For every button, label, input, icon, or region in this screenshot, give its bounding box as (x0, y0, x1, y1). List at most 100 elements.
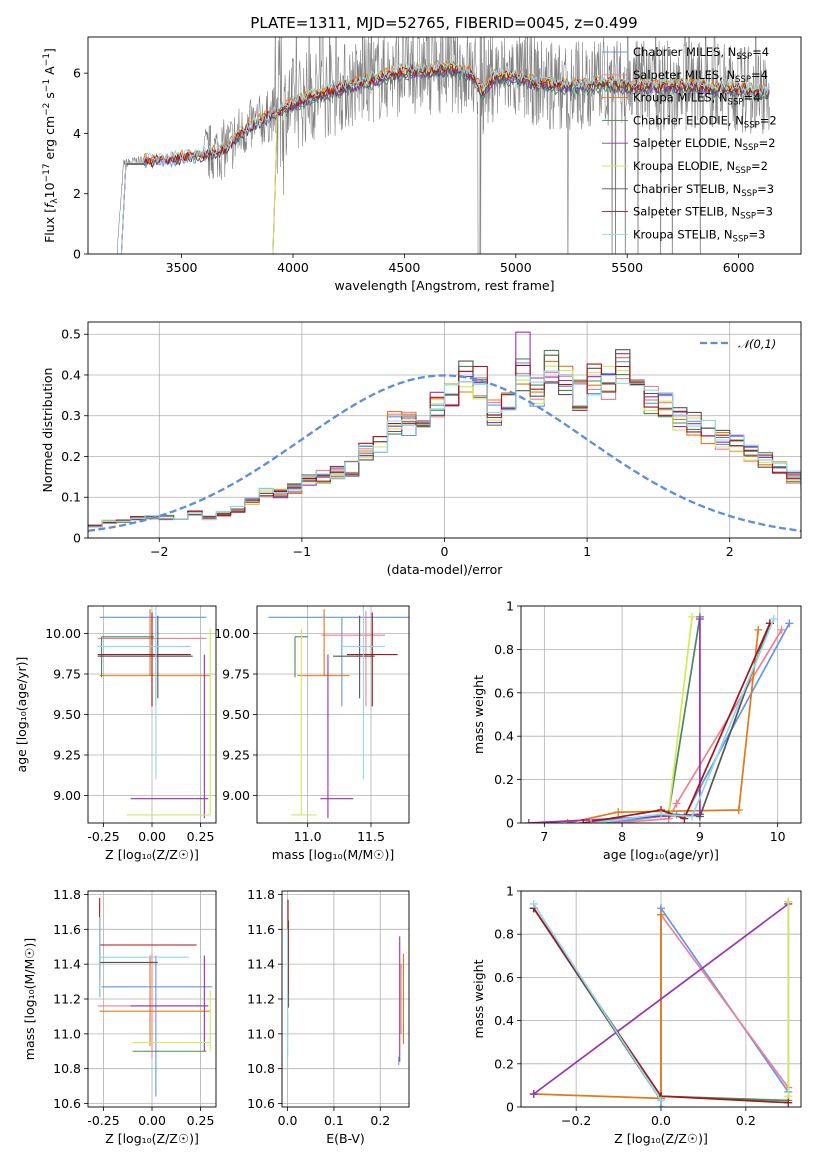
mass-vs-Z-xtick-label: 0.25 (187, 1113, 215, 1128)
mass-weight-vs-Z-marker-kroupa-stelib (529, 899, 538, 908)
mass-weight-vs-age-marker-kroupa-stelib (769, 615, 778, 624)
spectrum-xtick-label: 3500 (166, 260, 198, 275)
residuals-xtick-label: −1 (293, 544, 311, 559)
legend-label-text: Salpeter STELIB, N (633, 205, 740, 219)
mass-weight-vs-age-xtick-label: 8 (618, 829, 626, 844)
spectrum-ylabel: Flux [fλ10−17 erg cm−2 s−1 A−1] (42, 48, 60, 243)
mass-weight-vs-age-marker-salpeter-elodie (695, 615, 704, 624)
legend-label-kroupa-elodie: Kroupa ELODIE, NSSP=2 (633, 159, 768, 176)
mass-weight-vs-age-frame (520, 605, 802, 824)
age-vs-Z-xlabel: Z [log₁₀(Z/Z☉)] (105, 847, 199, 862)
age-vs-Z-ytick-label: 9.00 (53, 788, 81, 803)
legend-label-subscript: SSP (743, 143, 759, 153)
legend-label-chabrier-elodie: Chabrier ELODIE, NSSP=2 (633, 113, 777, 130)
mass-weight-vs-Z-ytick-label: 0.6 (494, 970, 514, 985)
mass-weight-vs-Z-line-chabrier-miles (660, 905, 789, 1107)
mass-weight-vs-age-marker-salpeter-elodie (524, 819, 533, 823)
mass-weight-vs-age-ytick-label: 0.4 (494, 729, 514, 744)
mass-weight-vs-Z-ytick-label: 1 (506, 884, 514, 899)
age-vs-mass-frame (256, 605, 410, 824)
mass-weight-vs-age-xlabel: age [log₁₀(age/yr)] (603, 847, 719, 862)
mass-weight-vs-Z-xtick-label: −0.2 (561, 1113, 591, 1128)
mass-weight-vs-age-marker-chabrier-stelib (695, 812, 704, 821)
spectrum-xtick-label: 6000 (723, 260, 755, 275)
normal-curve (88, 374, 801, 533)
legend-label-suffix: =3 (748, 227, 765, 241)
mass-vs-ebv-ytick-label: 10.6 (247, 1096, 275, 1111)
residuals-xlabel: (data-model)/error (387, 562, 504, 577)
histogram-kroupa-stelib (88, 370, 801, 528)
mass-weight-vs-Z-line-salpeter-elodie (533, 903, 789, 1095)
mass-weight-vs-Z-ytick-label: 0 (506, 1100, 514, 1115)
legend-label-text: Chabrier STELIB, N (633, 182, 741, 196)
residuals-ytick-label: 0.3 (61, 408, 81, 423)
mass-weight-vs-Z-marker-kroupa-elodie (784, 897, 793, 906)
legend-label-chabrier-stelib: Chabrier STELIB, NSSP=3 (633, 182, 774, 199)
mass-weight-vs-age-marker-kroupa-miles (614, 808, 623, 817)
mass-weight-vs-Z-xtick-label: 0.0 (651, 1113, 671, 1128)
legend-label-chabrier-miles: Chabrier MILES, NSSP=4 (633, 45, 769, 62)
residuals-xtick-label: 2 (726, 544, 734, 559)
mass-weight-vs-age-marker-kroupa-miles (754, 625, 763, 634)
mass-vs-ebv-ytick-label: 11.8 (247, 887, 275, 902)
legend-label-salpeter-miles: Salpeter MILES, NSSP=4 (633, 68, 768, 85)
mass-weight-vs-age-xtick-label: 9 (696, 829, 704, 844)
residuals-ylabel: Normed distribution (40, 368, 55, 493)
mass-weight-vs-age-marker-kroupa-stelib (587, 819, 595, 823)
mass-vs-ebv-axes: 0.0 0.1 0.2 10.6 10.8 11.0 11.2 11.4 11.6 11.8 E(B… (247, 887, 409, 1146)
residuals-ytick-label: 0 (73, 531, 81, 546)
age-vs-mass-xlabel: mass [log₁₀(M/M☉)] (272, 847, 394, 862)
histogram-kroupa-elodie (88, 365, 801, 528)
mass-weight-vs-Z-marker-salpeter-stelib (784, 1098, 793, 1107)
spectrum-title: PLATE=1311, MJD=52765, FIBERID=0045, z=0… (250, 14, 637, 32)
mass-vs-Z-ytick-label: 10.6 (53, 1096, 81, 1111)
spectrum-xtick-label: 5500 (611, 260, 643, 275)
mass-weight-vs-age-line-salpeter-stelib (583, 623, 771, 823)
mass-weight-vs-Z-line-salpeter-miles (660, 912, 789, 1099)
mass-weight-vs-age-line-kroupa-miles (567, 629, 760, 823)
mass-vs-Z-frame (87, 890, 217, 1108)
age-vs-Z-ytick-label: 9.25 (53, 747, 81, 762)
residuals-ytick-label: 0.2 (61, 449, 81, 464)
legend-label-subscript: SSP (735, 75, 751, 85)
legend-label-text: Salpeter ELODIE, N (633, 136, 743, 150)
mass-weight-vs-age-marker-kroupa-stelib (657, 810, 665, 819)
legend-label-suffix: =4 (743, 91, 760, 105)
mass-weight-vs-age-ytick-label: 0 (506, 816, 514, 831)
mass-vs-Z-ytick-label: 11.6 (53, 922, 81, 937)
age-vs-mass-ytick-label: 9.50 (222, 707, 250, 722)
spectrum-model-kroupa-stelib (120, 60, 770, 254)
histogram-salpeter-elodie (88, 331, 801, 527)
legend-label-suffix: =2 (751, 159, 768, 173)
age-vs-mass-ytick-label: 9.25 (222, 747, 250, 762)
age-vs-Z-ytick-label: 9.75 (53, 667, 81, 682)
spectrum-xtick-label: 4000 (277, 260, 309, 275)
age-vs-mass-ytick-label: 9.75 (222, 667, 250, 682)
spectrum-axes: 3500 4000 4500 5000 5500 6000 0 2 4 6 wavelength [… (73, 66, 755, 293)
age-vs-Z-axes: -0.25 0.00 0.25 9.00 9.25 9.50 9.75 10.00 Z [log… (14, 606, 216, 862)
spectrum-xtick-label: 5000 (500, 260, 532, 275)
mass-weight-vs-age-marker-kroupa-stelib (688, 812, 697, 821)
mass-weight-vs-age-marker-kroupa-elodie (688, 612, 697, 621)
age-vs-Z-ylabel: age [log₁₀(age/yr)] (14, 657, 29, 773)
mass-vs-ebv-ytick-label: 11.0 (247, 1026, 275, 1041)
residuals-xtick-label: 1 (583, 544, 591, 559)
mass-weight-vs-age-ytick-label: 1 (506, 599, 514, 614)
mass-vs-ebv-ytick-label: 11.2 (247, 992, 275, 1007)
mass-weight-vs-age-marker-chabrier-miles (785, 619, 794, 628)
legend-label-text: Kroupa MILES, N (633, 91, 728, 105)
legend-label-subscript: SSP (728, 98, 744, 108)
legend-label-kroupa-stelib: Kroupa STELIB, NSSP=3 (633, 227, 765, 244)
mass-vs-Z-ytick-label: 11.4 (53, 957, 81, 972)
age-vs-Z-frame (87, 605, 217, 824)
mass-weight-vs-Z-xtick-label: 0.2 (736, 1113, 756, 1128)
legend-label-salpeter-elodie: Salpeter ELODIE, NSSP=2 (633, 136, 776, 153)
mass-vs-Z-xlabel: Z [log₁₀(Z/Z☉)] (105, 1131, 199, 1146)
legend-label-suffix: =2 (759, 136, 776, 150)
spectrum-data-line (116, 37, 770, 254)
residuals-ytick-label: 0.1 (61, 490, 81, 505)
mass-weight-vs-Z-ytick-label: 0.8 (494, 927, 514, 942)
mass-weight-vs-age-ytick-label: 0.6 (494, 685, 514, 700)
age-vs-Z-xtick-label: -0.25 (87, 829, 119, 844)
